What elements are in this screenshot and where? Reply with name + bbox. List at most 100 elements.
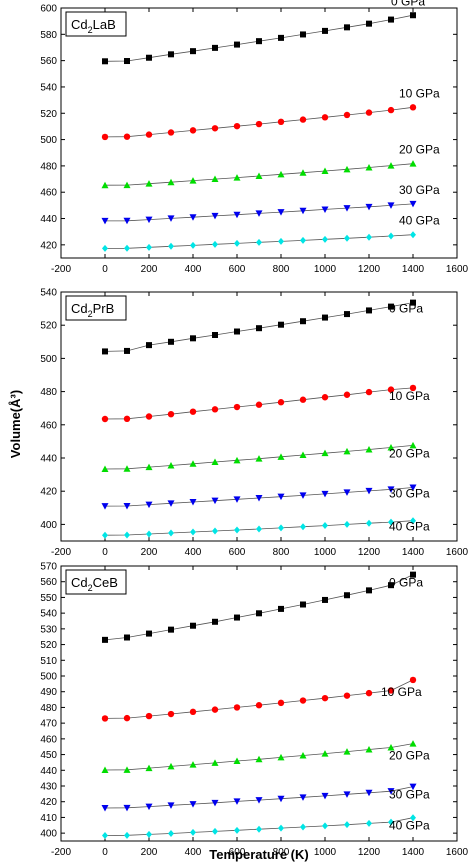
data-point xyxy=(410,517,416,525)
data-point xyxy=(167,178,175,186)
data-point xyxy=(233,757,241,765)
data-point xyxy=(322,235,328,243)
data-point xyxy=(365,446,373,453)
data-point xyxy=(101,503,109,510)
data-point xyxy=(168,829,174,837)
data-point xyxy=(123,465,131,472)
data-point xyxy=(145,803,153,811)
data-point xyxy=(167,500,175,507)
data-point xyxy=(255,495,263,502)
compound-subscript: 2 xyxy=(88,309,93,319)
data-point xyxy=(299,169,307,176)
data-point xyxy=(102,636,108,643)
data-point xyxy=(189,460,197,467)
data-point xyxy=(343,489,351,496)
data-point xyxy=(344,520,350,528)
data-point xyxy=(387,106,395,114)
x-tick-label: 800 xyxy=(273,547,290,558)
compound-label-box xyxy=(65,11,127,37)
data-point xyxy=(101,766,109,773)
series-label: 0 GPa xyxy=(389,302,423,316)
data-point xyxy=(168,529,174,537)
y-tick-label: 500 xyxy=(40,354,57,365)
compound-suffix: PrB xyxy=(93,301,115,316)
data-point xyxy=(167,802,175,809)
data-point xyxy=(190,241,196,249)
data-point xyxy=(365,789,373,797)
y-tick-label: 560 xyxy=(40,56,57,67)
data-point xyxy=(234,614,240,621)
x-tick-label: 1000 xyxy=(314,547,337,558)
data-point xyxy=(322,596,328,603)
data-point xyxy=(145,216,153,224)
data-point xyxy=(255,120,263,128)
data-point xyxy=(343,165,351,173)
data-point xyxy=(145,463,153,471)
data-point xyxy=(387,788,395,795)
compound-suffix: LaB xyxy=(93,17,116,32)
data-point xyxy=(145,180,153,187)
y-tick-label: 420 xyxy=(40,240,57,251)
x-tick-label: 0 xyxy=(102,847,108,858)
data-point xyxy=(212,44,218,51)
data-point xyxy=(211,406,219,413)
data-point xyxy=(277,399,285,406)
data-point xyxy=(145,501,153,509)
series-label: 0 GPa xyxy=(389,576,423,590)
data-point xyxy=(101,181,109,189)
data-point xyxy=(300,318,306,325)
compound-prefix: Cd xyxy=(71,575,88,590)
data-point xyxy=(344,234,350,242)
data-point xyxy=(145,764,153,772)
data-point xyxy=(255,455,263,462)
series-20-gpa: 20 GPa xyxy=(101,143,440,189)
x-tick-label: 600 xyxy=(229,264,246,275)
data-point xyxy=(123,714,131,722)
data-point xyxy=(233,403,241,411)
x-tick-label: 1200 xyxy=(358,264,381,275)
data-point xyxy=(190,48,196,55)
data-point xyxy=(321,394,329,401)
data-point xyxy=(365,746,373,753)
x-axis-label: Temperature (K) xyxy=(209,847,308,862)
data-point xyxy=(123,217,131,225)
y-tick-label: 480 xyxy=(40,703,57,714)
x-tick-label: 400 xyxy=(185,547,202,558)
series-10-gpa: 10 GPa xyxy=(101,86,440,141)
data-point xyxy=(409,441,417,449)
data-point xyxy=(102,58,108,65)
data-point xyxy=(366,519,372,527)
data-point xyxy=(278,824,284,832)
data-point xyxy=(300,823,306,831)
series-40-gpa: 40 GPa xyxy=(102,214,440,252)
data-point xyxy=(299,451,307,459)
data-point xyxy=(124,244,130,252)
y-tick-label: 560 xyxy=(40,577,57,588)
data-point xyxy=(387,162,395,169)
y-tick-label: 540 xyxy=(40,609,57,620)
data-point xyxy=(211,212,219,220)
data-point xyxy=(299,492,307,499)
x-tick-label: -200 xyxy=(51,264,71,275)
data-point xyxy=(146,830,152,838)
data-point xyxy=(344,311,350,318)
data-point xyxy=(211,125,219,132)
compound-label: Cd2PrB xyxy=(71,301,114,319)
data-point xyxy=(124,58,130,65)
data-point xyxy=(146,243,152,251)
data-point xyxy=(410,814,416,822)
data-point xyxy=(321,792,329,800)
data-point xyxy=(124,634,130,641)
data-point xyxy=(123,502,131,510)
x-tick-label: 400 xyxy=(185,847,202,858)
y-tick-label: 500 xyxy=(40,672,57,683)
data-point xyxy=(409,484,417,492)
fit-line xyxy=(104,574,414,641)
series-0-gpa: 0 GPa xyxy=(102,0,425,65)
data-point xyxy=(300,236,306,244)
data-point xyxy=(102,832,108,839)
data-point xyxy=(234,239,240,247)
data-point xyxy=(168,242,174,250)
data-point xyxy=(101,805,109,812)
